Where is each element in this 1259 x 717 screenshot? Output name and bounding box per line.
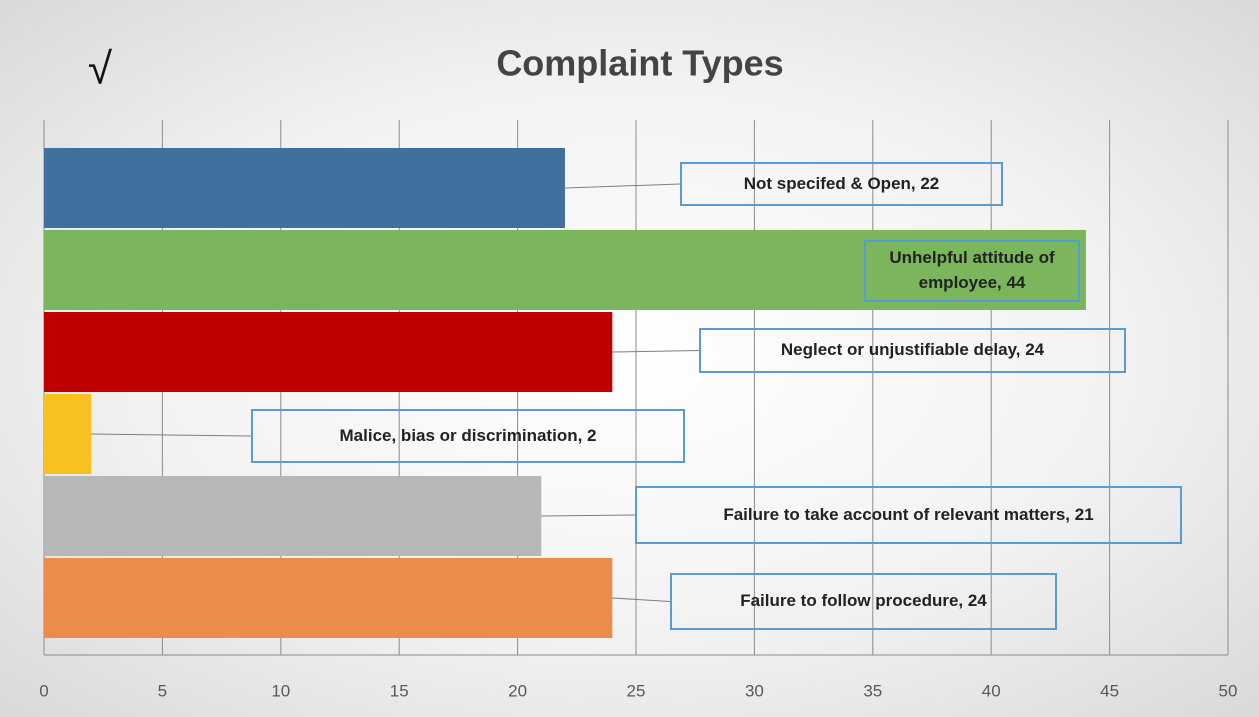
- data-label: Neglect or unjustifiable delay, 24: [699, 328, 1126, 373]
- x-tick-label: 15: [390, 681, 409, 700]
- check-mark: √: [88, 45, 113, 94]
- leader-line: [612, 350, 700, 353]
- bar: [44, 476, 542, 556]
- data-label: Malice, bias or discrimination, 2: [251, 409, 685, 463]
- data-label: Not specifed & Open, 22: [680, 162, 1003, 206]
- x-tick-label: 10: [271, 681, 290, 700]
- x-tick-label: 45: [1100, 681, 1119, 700]
- x-tick-label: 25: [627, 681, 646, 700]
- x-tick-label: 35: [863, 681, 882, 700]
- data-label: Failure to follow procedure, 24: [670, 573, 1057, 630]
- bar: [44, 394, 92, 474]
- x-tick-label: 30: [745, 681, 764, 700]
- chart-title: Complaint Types: [496, 43, 783, 84]
- x-tick-label: 40: [982, 681, 1001, 700]
- leader-line: [541, 514, 636, 517]
- x-tick-label: 50: [1219, 681, 1238, 700]
- x-tick-label: 5: [158, 681, 167, 700]
- bar: [44, 148, 565, 228]
- leader-line: [564, 183, 681, 189]
- x-tick-label: 0: [39, 681, 48, 700]
- x-tick-label: 20: [508, 681, 527, 700]
- bar: [44, 230, 1086, 310]
- data-label: Failure to take account of relevant matt…: [635, 486, 1182, 544]
- leader-line: [91, 433, 252, 437]
- data-label: Unhelpful attitude of employee, 44: [864, 240, 1080, 302]
- leader-line: [612, 597, 671, 602]
- bar: [44, 558, 613, 638]
- bar: [44, 312, 613, 392]
